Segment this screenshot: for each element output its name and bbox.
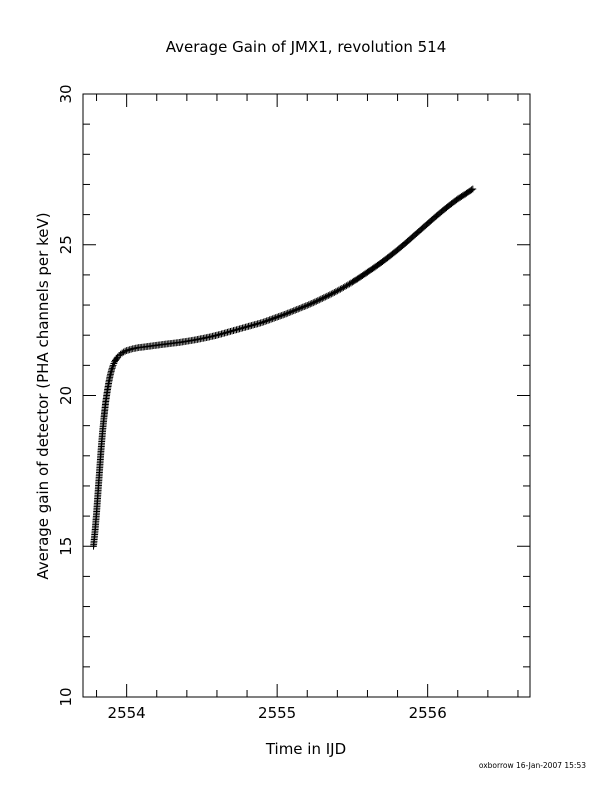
x-tick-label: 2554 bbox=[108, 704, 146, 722]
data-point bbox=[332, 288, 340, 296]
data-point bbox=[269, 315, 277, 323]
data-point bbox=[282, 310, 290, 318]
data-point bbox=[469, 185, 477, 193]
x-tick-label: 2556 bbox=[409, 704, 447, 722]
data-point bbox=[311, 298, 319, 306]
data-point bbox=[291, 306, 299, 314]
data-point bbox=[108, 364, 116, 372]
data-point bbox=[260, 318, 268, 326]
data-point bbox=[335, 286, 343, 294]
data-point bbox=[290, 307, 298, 315]
data-point bbox=[314, 297, 322, 304]
data-point bbox=[327, 290, 335, 298]
data-point bbox=[263, 317, 271, 325]
data-point bbox=[258, 319, 266, 326]
data-point bbox=[296, 304, 304, 312]
data-point bbox=[294, 305, 302, 313]
data-point bbox=[324, 292, 332, 299]
data-point bbox=[329, 289, 337, 297]
data-point bbox=[303, 301, 311, 309]
data-point bbox=[299, 303, 307, 311]
data-point bbox=[285, 309, 293, 316]
data-point bbox=[305, 301, 313, 309]
data-point bbox=[317, 295, 325, 303]
data-point bbox=[266, 316, 274, 324]
y-tick-label: 10 bbox=[57, 687, 75, 706]
data-point bbox=[312, 297, 320, 305]
data-point bbox=[275, 313, 283, 320]
data-point bbox=[267, 315, 275, 323]
data-point bbox=[297, 304, 305, 312]
data-point bbox=[306, 300, 314, 308]
tick-labels: 10 15 20 25 30 2554 2555 2556 bbox=[57, 84, 447, 722]
data-point bbox=[308, 299, 316, 307]
data-point bbox=[273, 313, 281, 321]
y-tick-label: 15 bbox=[57, 537, 75, 556]
x-tick-label: 2555 bbox=[258, 704, 296, 722]
data-point bbox=[336, 285, 344, 293]
data-point bbox=[318, 295, 326, 302]
data-point bbox=[288, 307, 296, 315]
data-point bbox=[264, 316, 272, 324]
data-point bbox=[330, 289, 338, 296]
data-point bbox=[315, 296, 323, 304]
data-point bbox=[120, 348, 128, 356]
y-axis-title: Average gain of detector (PHA channels p… bbox=[34, 212, 52, 579]
y-tick-label: 25 bbox=[57, 235, 75, 254]
data-point bbox=[278, 312, 286, 319]
data-point bbox=[276, 312, 284, 320]
data-point bbox=[309, 299, 317, 307]
data-points bbox=[90, 185, 477, 550]
data-point bbox=[270, 314, 278, 322]
data-point bbox=[109, 363, 116, 371]
data-point bbox=[468, 186, 475, 194]
tick-marks bbox=[83, 93, 530, 698]
data-point bbox=[323, 292, 331, 300]
chart-title: Average Gain of JMX1, revolution 514 bbox=[166, 38, 447, 56]
data-point bbox=[272, 314, 280, 322]
data-point bbox=[108, 366, 115, 374]
y-tick-label: 30 bbox=[57, 84, 75, 103]
x-axis-title: Time in IJD bbox=[265, 740, 346, 758]
data-point bbox=[320, 294, 328, 302]
data-point bbox=[339, 284, 347, 291]
data-point bbox=[321, 293, 329, 301]
data-point bbox=[326, 291, 334, 299]
data-point bbox=[281, 310, 289, 318]
plot-frame bbox=[82, 93, 531, 698]
data-point bbox=[338, 284, 346, 292]
data-point bbox=[302, 302, 310, 310]
data-point bbox=[121, 347, 129, 355]
footer-credit: oxborrow 16-Jan-2007 15:53 bbox=[479, 761, 586, 770]
data-point bbox=[261, 318, 269, 325]
data-point bbox=[279, 311, 287, 319]
data-point bbox=[300, 303, 308, 310]
data-point bbox=[284, 309, 292, 317]
data-point bbox=[333, 287, 341, 295]
data-point bbox=[287, 308, 295, 316]
y-tick-label: 20 bbox=[57, 386, 75, 405]
data-point bbox=[293, 306, 301, 313]
